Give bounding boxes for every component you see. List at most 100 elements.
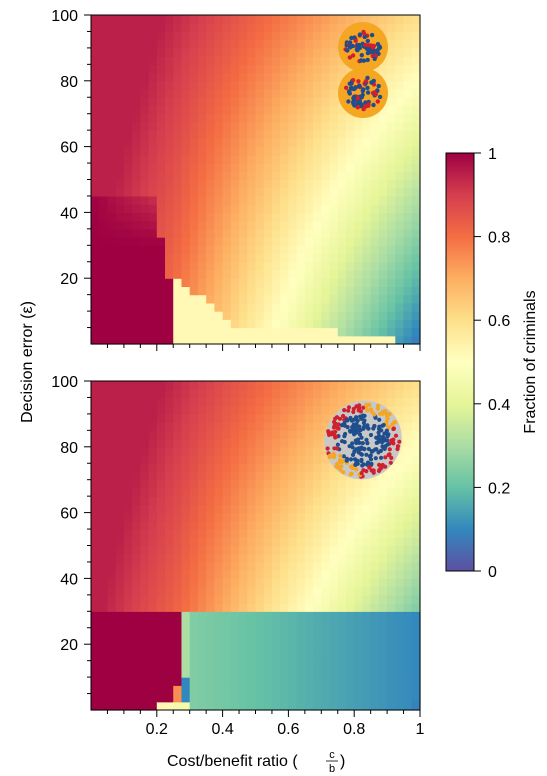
heatmap-cell: [206, 389, 215, 399]
heatmap-cell: [222, 413, 232, 423]
heatmap-cell: [247, 286, 257, 296]
heatmap-cell: [173, 138, 183, 148]
heatmap-cell: [107, 327, 117, 337]
heatmap-cell: [148, 64, 158, 74]
heatmap-cell: [197, 397, 207, 407]
heatmap-cell: [255, 455, 265, 464]
heatmap-cell: [403, 212, 413, 222]
heatmap-cell: [411, 237, 421, 246]
heatmap-cell: [354, 685, 364, 695]
heatmap-cell: [156, 39, 166, 49]
heatmap-cell: [354, 677, 364, 686]
heatmap-cell: [321, 39, 331, 49]
heatmap-cell: [148, 327, 158, 337]
cluster-dot: [346, 89, 352, 94]
heatmap-cell: [304, 578, 314, 588]
heatmap-cell: [148, 47, 158, 57]
heatmap-cell: [403, 438, 413, 448]
heatmap-cell: [403, 23, 413, 33]
heatmap-cell: [247, 64, 257, 74]
heatmap-cell: [148, 311, 158, 320]
heatmap-cell: [378, 286, 388, 296]
heatmap-cell: [181, 311, 191, 320]
heatmap-cell: [222, 179, 232, 189]
heatmap-cell: [247, 228, 257, 238]
heatmap-cell: [206, 578, 215, 588]
heatmap-cell: [107, 154, 117, 164]
heatmap-cell: [271, 496, 281, 505]
heatmap-cell: [378, 171, 388, 181]
heatmap-cell: [354, 319, 364, 329]
heatmap-cell: [115, 677, 125, 686]
heatmap-cell: [321, 635, 331, 645]
heatmap-cell: [288, 327, 298, 337]
heatmap-cell: [321, 245, 331, 255]
heatmap-cell: [313, 570, 322, 579]
heatmap-cell: [329, 594, 339, 604]
heatmap-cell: [222, 113, 232, 123]
heatmap-cell: [288, 121, 298, 131]
heatmap-cell: [387, 261, 396, 271]
heatmap-cell: [165, 64, 174, 74]
heatmap-cell: [337, 72, 347, 82]
heatmap-cell: [107, 113, 117, 123]
heatmap-cell: [395, 64, 405, 74]
heatmap-cell: [91, 529, 100, 538]
heatmap-cell: [173, 463, 183, 473]
heatmap-cell: [140, 463, 150, 473]
heatmap-cell: [296, 652, 306, 662]
heatmap-cell: [296, 89, 306, 98]
heatmap-cell: [173, 397, 183, 407]
heatmap-cell: [230, 97, 240, 107]
heatmap-cell: [189, 187, 199, 197]
cluster-dot: [350, 466, 355, 471]
heatmap-cell: [107, 286, 117, 296]
heatmap-cell: [123, 47, 133, 57]
heatmap-cell: [189, 693, 199, 703]
heatmap-cell: [132, 179, 141, 189]
heatmap-cell: [370, 253, 380, 263]
heatmap-cell: [140, 302, 150, 312]
heatmap-cell: [288, 496, 298, 505]
heatmap-cell: [123, 171, 133, 181]
heatmap-cell: [197, 405, 207, 415]
heatmap-cell: [99, 627, 109, 637]
heatmap-cell: [222, 594, 232, 604]
heatmap-cell: [214, 138, 224, 148]
heatmap-cell: [230, 195, 240, 205]
heatmap-cell: [337, 179, 347, 189]
heatmap-cell: [271, 245, 281, 255]
heatmap-cell: [206, 89, 215, 98]
heatmap-cell: [189, 619, 199, 629]
heatmap-cell: [255, 553, 265, 563]
heatmap-cell: [156, 627, 166, 637]
heatmap-cell: [206, 72, 215, 82]
heatmap-cell: [403, 677, 413, 686]
heatmap-cell: [362, 677, 372, 686]
heatmap-cell: [173, 504, 183, 514]
heatmap-cell: [313, 603, 322, 612]
heatmap-cell: [288, 23, 298, 33]
heatmap-cell: [329, 89, 339, 98]
heatmap-cell: [255, 302, 265, 312]
heatmap-cell: [132, 105, 141, 115]
heatmap-cell: [99, 286, 109, 296]
heatmap-cell: [156, 635, 166, 645]
heatmap-cell: [411, 138, 421, 148]
heatmap-cell: [140, 594, 150, 604]
heatmap-cell: [140, 413, 150, 423]
heatmap-cell: [148, 381, 158, 390]
heatmap-cell: [395, 619, 405, 629]
heatmap-cell: [395, 311, 405, 320]
heatmap-cell: [255, 635, 265, 645]
heatmap-cell: [255, 644, 265, 654]
heatmap-cell: [189, 553, 199, 563]
heatmap-cell: [181, 644, 191, 654]
heatmap-cell: [329, 146, 339, 156]
heatmap-cell: [148, 302, 158, 312]
heatmap-cell: [247, 685, 257, 695]
heatmap-cell: [206, 278, 215, 288]
heatmap-cell: [91, 335, 100, 345]
heatmap-cell: [230, 294, 240, 304]
heatmap-cell: [362, 154, 372, 164]
